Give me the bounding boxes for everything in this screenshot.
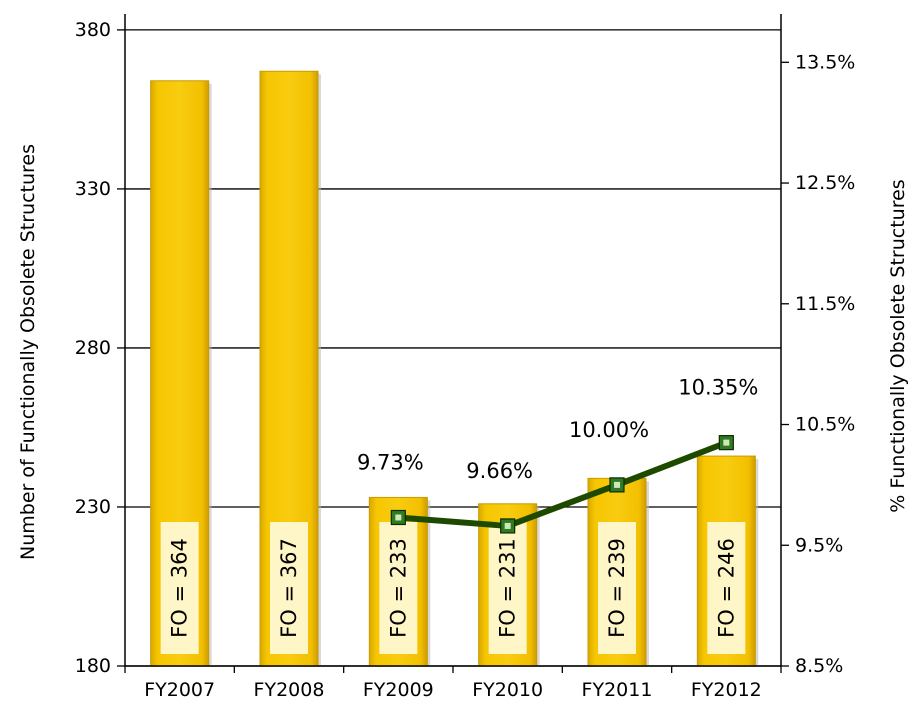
line-data-label: 10.35%: [678, 376, 758, 400]
x-tick-label: FY2007: [144, 679, 215, 701]
bars: FO = 364 FO = 367 FO = 233 FO = 231 FO = 239…: [150, 70, 759, 667]
x-tick-label: FY2009: [363, 679, 434, 701]
y2-tick-label: 12.5%: [795, 172, 855, 194]
bar-label-box: [707, 522, 746, 654]
line-data-label: 9.66%: [466, 459, 533, 483]
line-data-label: 10.00%: [569, 418, 649, 442]
bar-label-box: [379, 522, 418, 654]
line-marker-highlight: [504, 522, 511, 529]
bar-data-label: FO = 367: [277, 538, 301, 638]
series-line: [398, 439, 728, 529]
y2-tick-label: 8.5%: [795, 655, 843, 677]
bar-label-box: [160, 522, 199, 654]
bar-group: FO = 231: [478, 503, 540, 667]
x-tick-label: FY2010: [472, 679, 543, 701]
axes: FY2007 FY2008 FY2009 FY2010 FY2011 FY2012 180 2…: [75, 14, 855, 701]
bar-label-box: [270, 522, 308, 654]
y2-tick-label: 9.5%: [795, 534, 843, 556]
y-tick-label: 380: [75, 19, 111, 41]
x-tick-label: FY2012: [691, 679, 762, 701]
bar-label-box: [598, 522, 636, 654]
bar-group: FO = 364: [150, 80, 212, 667]
line-marker-highlight: [614, 481, 620, 488]
bar-data-label: FO = 364: [168, 538, 192, 638]
bar-group: FO = 246: [696, 455, 759, 667]
y-tick-label: 280: [75, 337, 111, 359]
y2-tick-label: 10.5%: [795, 414, 855, 436]
bar-group: FO = 239: [587, 477, 649, 667]
y-tick-label: 330: [75, 178, 111, 200]
y2-tick-label: 11.5%: [795, 293, 855, 315]
bar-group: FO = 233: [368, 496, 431, 667]
x-tick-label: FY2008: [254, 679, 325, 701]
line-data-label: 9.73%: [357, 450, 424, 474]
gridlines: [125, 29, 781, 667]
bar-group: FO = 367: [259, 70, 321, 667]
line-marker-highlight: [723, 439, 730, 446]
line-marker-highlight: [395, 514, 402, 521]
y-axis-title: Number of Functionally Obsolete Structur…: [17, 144, 39, 560]
bar-data-label: FO = 231: [496, 538, 520, 638]
bar-data-label: FO = 233: [386, 538, 410, 638]
percent-line: 9.73% 9.66% 10.00% 10.35%: [357, 376, 758, 534]
y-tick-label: 180: [75, 655, 111, 677]
y2-tick-label: 13.5%: [795, 51, 855, 73]
y2-axis-title: % Functionally Obsolete Structures: [887, 179, 909, 512]
bar-label-box: [488, 522, 527, 654]
bar-data-label: FO = 246: [714, 538, 738, 638]
y-tick-label: 230: [75, 496, 111, 518]
bar-data-label: FO = 239: [605, 538, 629, 638]
x-tick-label: FY2011: [582, 679, 653, 701]
